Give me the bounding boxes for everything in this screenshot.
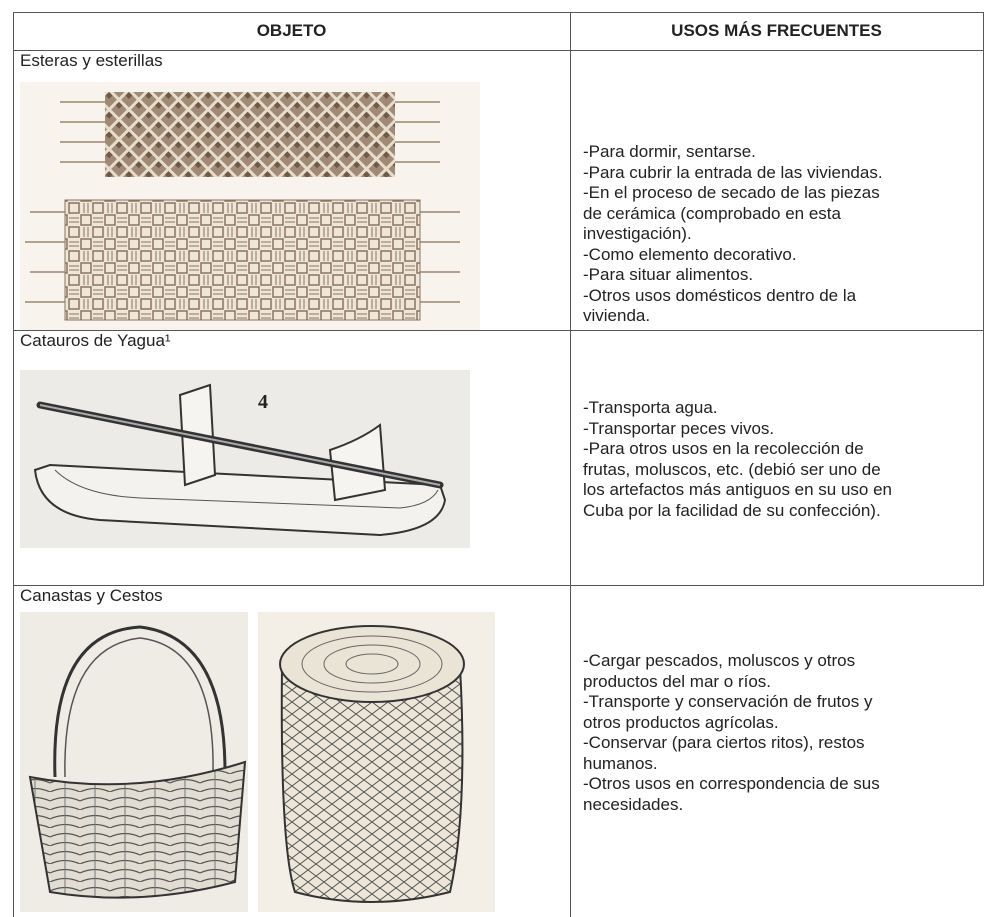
use-line: los artefactos más antiguos en su uso en (583, 480, 893, 499)
header-cell: OBJETO (256, 21, 327, 40)
use-line: -Otros usos en correspondencia de sus (583, 774, 880, 793)
rule (570, 12, 571, 917)
use-line: -Transportar peces vivos. (583, 418, 775, 438)
object-name: Catauros de Yagua¹ (20, 331, 171, 350)
catauro-illustration: 4 (20, 370, 470, 548)
use-line: -Para situar alimentos. (583, 265, 754, 284)
use-line: -Transporte y conservación de frutos y (583, 692, 873, 711)
uses-list: -Cargar pescados, moluscos y otros produc… (583, 651, 880, 815)
use-line: necesidades. (583, 794, 684, 814)
rule (13, 330, 983, 331)
use-line: frutas, moluscos, etc. (debió ser uno de (583, 459, 881, 479)
use-line: -Cargar pescados, moluscos y otros (583, 651, 856, 670)
use-line: -Para otros usos en la recolección de (583, 439, 864, 458)
use-line: -Para dormir, sentarse. (583, 142, 756, 161)
object-name: Canastas y Cestos (20, 586, 163, 605)
use-line: productos del mar o ríos. (583, 671, 772, 691)
use-line: -Otros usos domésticos dentro de la (583, 285, 857, 305)
use-line: investigación). (583, 224, 692, 243)
use-line: humanos. (583, 753, 658, 773)
use-line: -Conservar (para ciertos ritos), restos (583, 733, 865, 752)
uses-list: -Transporta agua. -Transportar peces vivo… (583, 398, 892, 521)
use-line: de cerámica (comprobado en esta (583, 203, 841, 223)
rule (13, 50, 983, 51)
basket-illustration (20, 612, 495, 912)
figure-label: 4 (258, 391, 268, 413)
rule (13, 12, 14, 917)
mat-illustration (20, 82, 480, 330)
use-line: vivienda. (583, 306, 651, 325)
uses-list: -Para dormir, sentarse. -Para cubrir la e… (583, 142, 883, 327)
rule (13, 12, 983, 13)
use-line: Cuba por la facilidad de su confección). (583, 500, 881, 520)
header-cell: USOS MÁS FRECUENTES (671, 21, 882, 40)
use-line: -Transporta agua. (583, 398, 718, 417)
rule (13, 585, 983, 586)
use-line: -En el proceso de secado de las piezas (583, 183, 880, 202)
use-line: -Como elemento decorativo. (583, 244, 797, 264)
use-line: -Para cubrir la entrada de las viviendas… (583, 162, 883, 182)
use-line: otros productos agrícolas. (583, 712, 779, 732)
rule (983, 12, 984, 586)
object-name: Esteras y esterillas (20, 51, 163, 70)
